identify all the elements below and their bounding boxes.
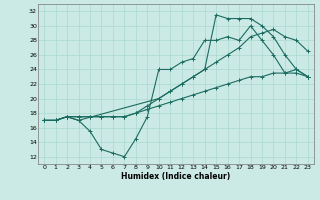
X-axis label: Humidex (Indice chaleur): Humidex (Indice chaleur) xyxy=(121,172,231,181)
